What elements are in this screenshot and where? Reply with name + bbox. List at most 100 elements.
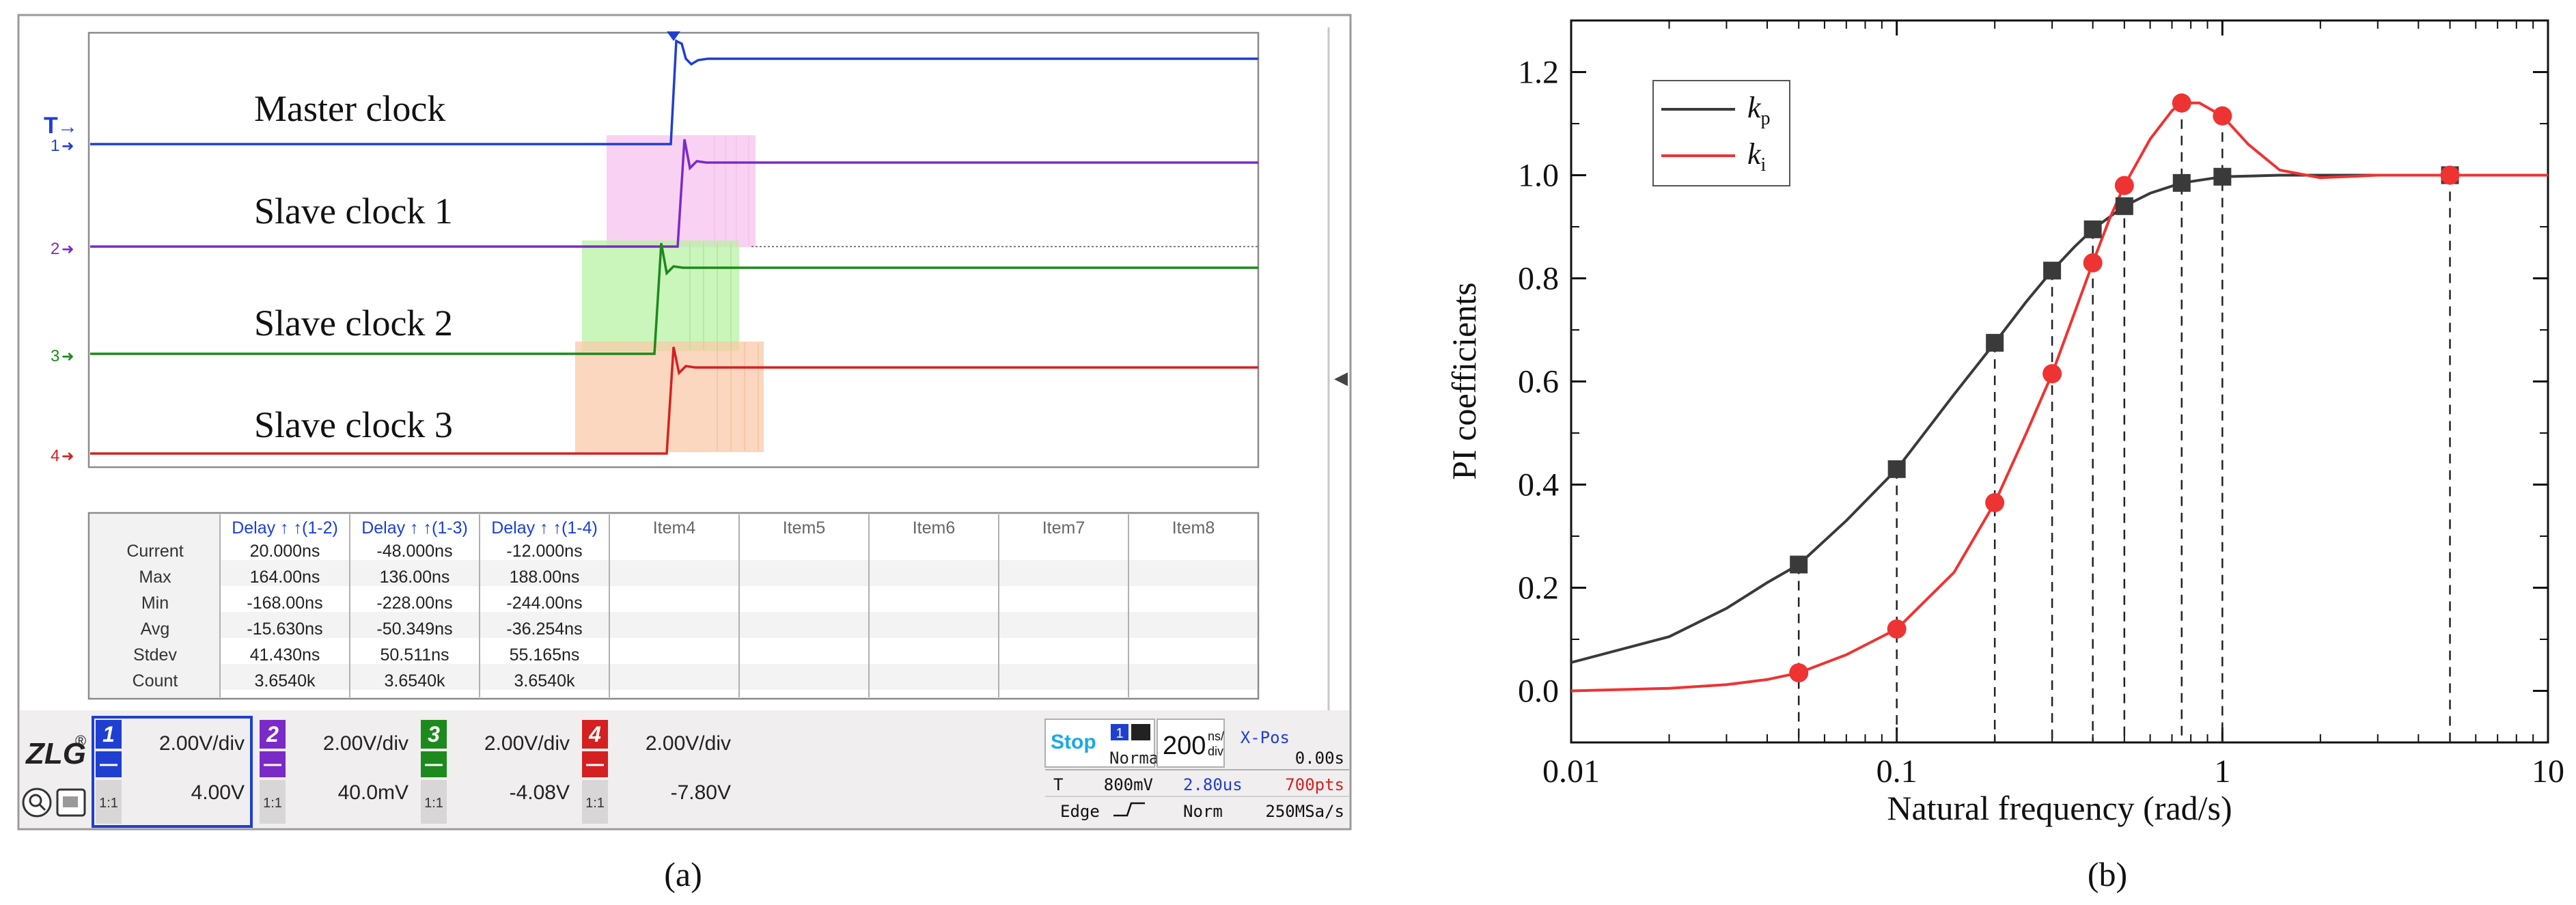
acq-mode: Norm [1183,802,1223,821]
x-axis-title: Natural frequency (rad/s) [1887,789,2232,827]
series-line-ki [1570,101,2548,693]
channel-4-badge[interactable] [582,720,608,749]
bottom-status-bar: ZLG ® 11:12.00V/div4.00V21:12.00V/div40.… [20,710,1349,828]
channel-2-probe-box [260,780,286,824]
point-ki [1887,619,1907,639]
point-kp [2043,262,2062,280]
ch4-marker-arrow-icon: ➜ [61,447,74,464]
table-cell: 3.6540k [255,671,316,691]
table-cell: -12.000ns [506,542,582,561]
channel-3-probe-box [421,780,447,824]
channel-4-probe-ratio: 1:1 [585,796,605,811]
x-tick-label: 10 [2532,753,2564,790]
ch3-marker-arrow-icon: ➜ [61,348,74,365]
scope-collapse-arrow-icon[interactable]: ◀ [1334,367,1348,388]
table-row-label-current: Current [126,542,183,561]
zlg-logo: ZLG [25,737,86,770]
channel-2-scale: 2.00V/div [323,732,408,755]
channel-1-badge[interactable] [96,720,122,749]
channel-2-offset: 40.0mV [338,781,408,804]
y-axis-title: PI coefficients [1445,282,1483,479]
timebase-value: 200 [1163,732,1206,760]
trace-master-clock [90,39,1258,145]
trigger-edge: Edge [1060,802,1100,821]
trace-slave-clock-3 [90,346,1258,455]
point-ki [2083,253,2103,273]
channel-1-probe-ratio: 1:1 [99,796,118,811]
ch2-marker-arrow-icon: ➜ [61,240,74,257]
table-text: Delay ↑ ↑(1-2) Delay ↑ ↑(1-3) Delay ↑ ↑(1-… [126,518,1215,691]
run-state-label: Stop [1051,731,1096,753]
caption-b: (b) [2088,855,2127,893]
series-line-kp [1570,173,2548,664]
table-cell: -244.00ns [506,594,582,613]
point-kp [2172,173,2191,192]
channel-3-number: 3 [428,722,440,747]
x-tick-label: 0.01 [1542,753,1600,790]
pi-coefficients-chart: 0.01 0.1 1 10 0.0 0.2 0.4 0.6 0.8 1.0 1.2 kp ki Na… [1445,19,2564,893]
legend-box [1652,80,1790,186]
point-ki [2114,176,2134,195]
channel-3-badge[interactable] [421,720,447,749]
table-header-3: Delay ↑ ↑(1-4) [491,518,598,538]
y-tick-label: 0.8 [1518,261,1559,297]
point-kp [1887,460,1906,478]
channel-1-probe-box [96,780,122,824]
trigger-channel-number: 1 [1116,726,1123,741]
magnifier-icon[interactable] [22,788,52,818]
y-tick-label: 1.0 [1518,158,1559,194]
ch1-marker-arrow-icon: ➜ [61,137,74,154]
y-tick-label: 0.2 [1518,570,1559,607]
measure-icon[interactable] [56,788,86,817]
channel-2-badge[interactable] [260,720,286,749]
timebase-box[interactable] [1157,719,1225,768]
table-header-4: Item4 [653,518,696,538]
point-kp [2115,197,2133,215]
x-tick-label: 1 [2214,753,2230,790]
trace-label-master: Master clock [254,88,445,129]
channel-4-offset: -7.80V [671,781,731,804]
trace-label-slave-1: Slave clock 1 [254,191,453,232]
ch1-marker[interactable]: 1 [51,137,59,155]
trigger-position-icon[interactable] [667,31,680,41]
trigger-channel-badge [1111,724,1128,740]
channel-1-offset: 4.00V [191,781,245,804]
chart-series [1570,101,2548,693]
chart-ticks: 0.01 0.1 1 10 0.0 0.2 0.4 0.6 0.8 1.0 1.2 [1518,20,2564,790]
channel-boxes: 1 1:1 2.00V/div 4.00V 2 1:1 2.00V/div 40.0mV 3 1:… [92,716,731,828]
point-kp [2083,220,2102,238]
trigger-level: 800mV [1104,775,1153,794]
xpos-value: 0.00s [1295,749,1344,768]
table-header-6: Item6 [913,518,956,538]
legend-label-ki: ki [1747,137,1767,176]
channel-3-offset: -4.08V [510,781,570,804]
chart-reference-lines [1797,102,2451,742]
channel-1-number: 1 [102,722,115,747]
table-header-1: Delay ↑ ↑(1-2) [232,518,338,538]
point-ki [1789,663,1809,683]
point-kp [1986,333,2004,352]
points-value: 700pts [1285,775,1344,794]
ch2-marker[interactable]: 2 [51,240,59,258]
xpos-label: X-Pos [1241,728,1290,747]
chart-points [1789,93,2460,683]
table-row-label-avg: Avg [141,619,170,639]
ch3-marker[interactable]: 3 [51,347,59,365]
point-kp [2213,167,2232,186]
table-cell: 20.000ns [250,542,320,561]
ch4-marker[interactable]: 4 [51,447,59,465]
y-tick-label: 0.4 [1518,467,1559,503]
trigger-marker-label[interactable]: T [44,113,58,139]
scope-panel: ◀ Master clock Slave clock 1 Slave clock… [17,14,1352,893]
table-cell: -50.349ns [376,619,452,639]
table-cell: -228.00ns [376,594,452,613]
sample-rate: 250MSa/s [1265,802,1344,821]
table-cell: 50.511ns [380,645,449,665]
table-cell: -168.00ns [247,594,322,613]
table-cell: 188.00ns [510,568,580,587]
point-ki [1985,492,2005,512]
channel-1-scale: 2.00V/div [159,732,245,755]
channel-1-selected-outline[interactable] [92,716,253,828]
edge-symbol-icon [1113,802,1145,817]
